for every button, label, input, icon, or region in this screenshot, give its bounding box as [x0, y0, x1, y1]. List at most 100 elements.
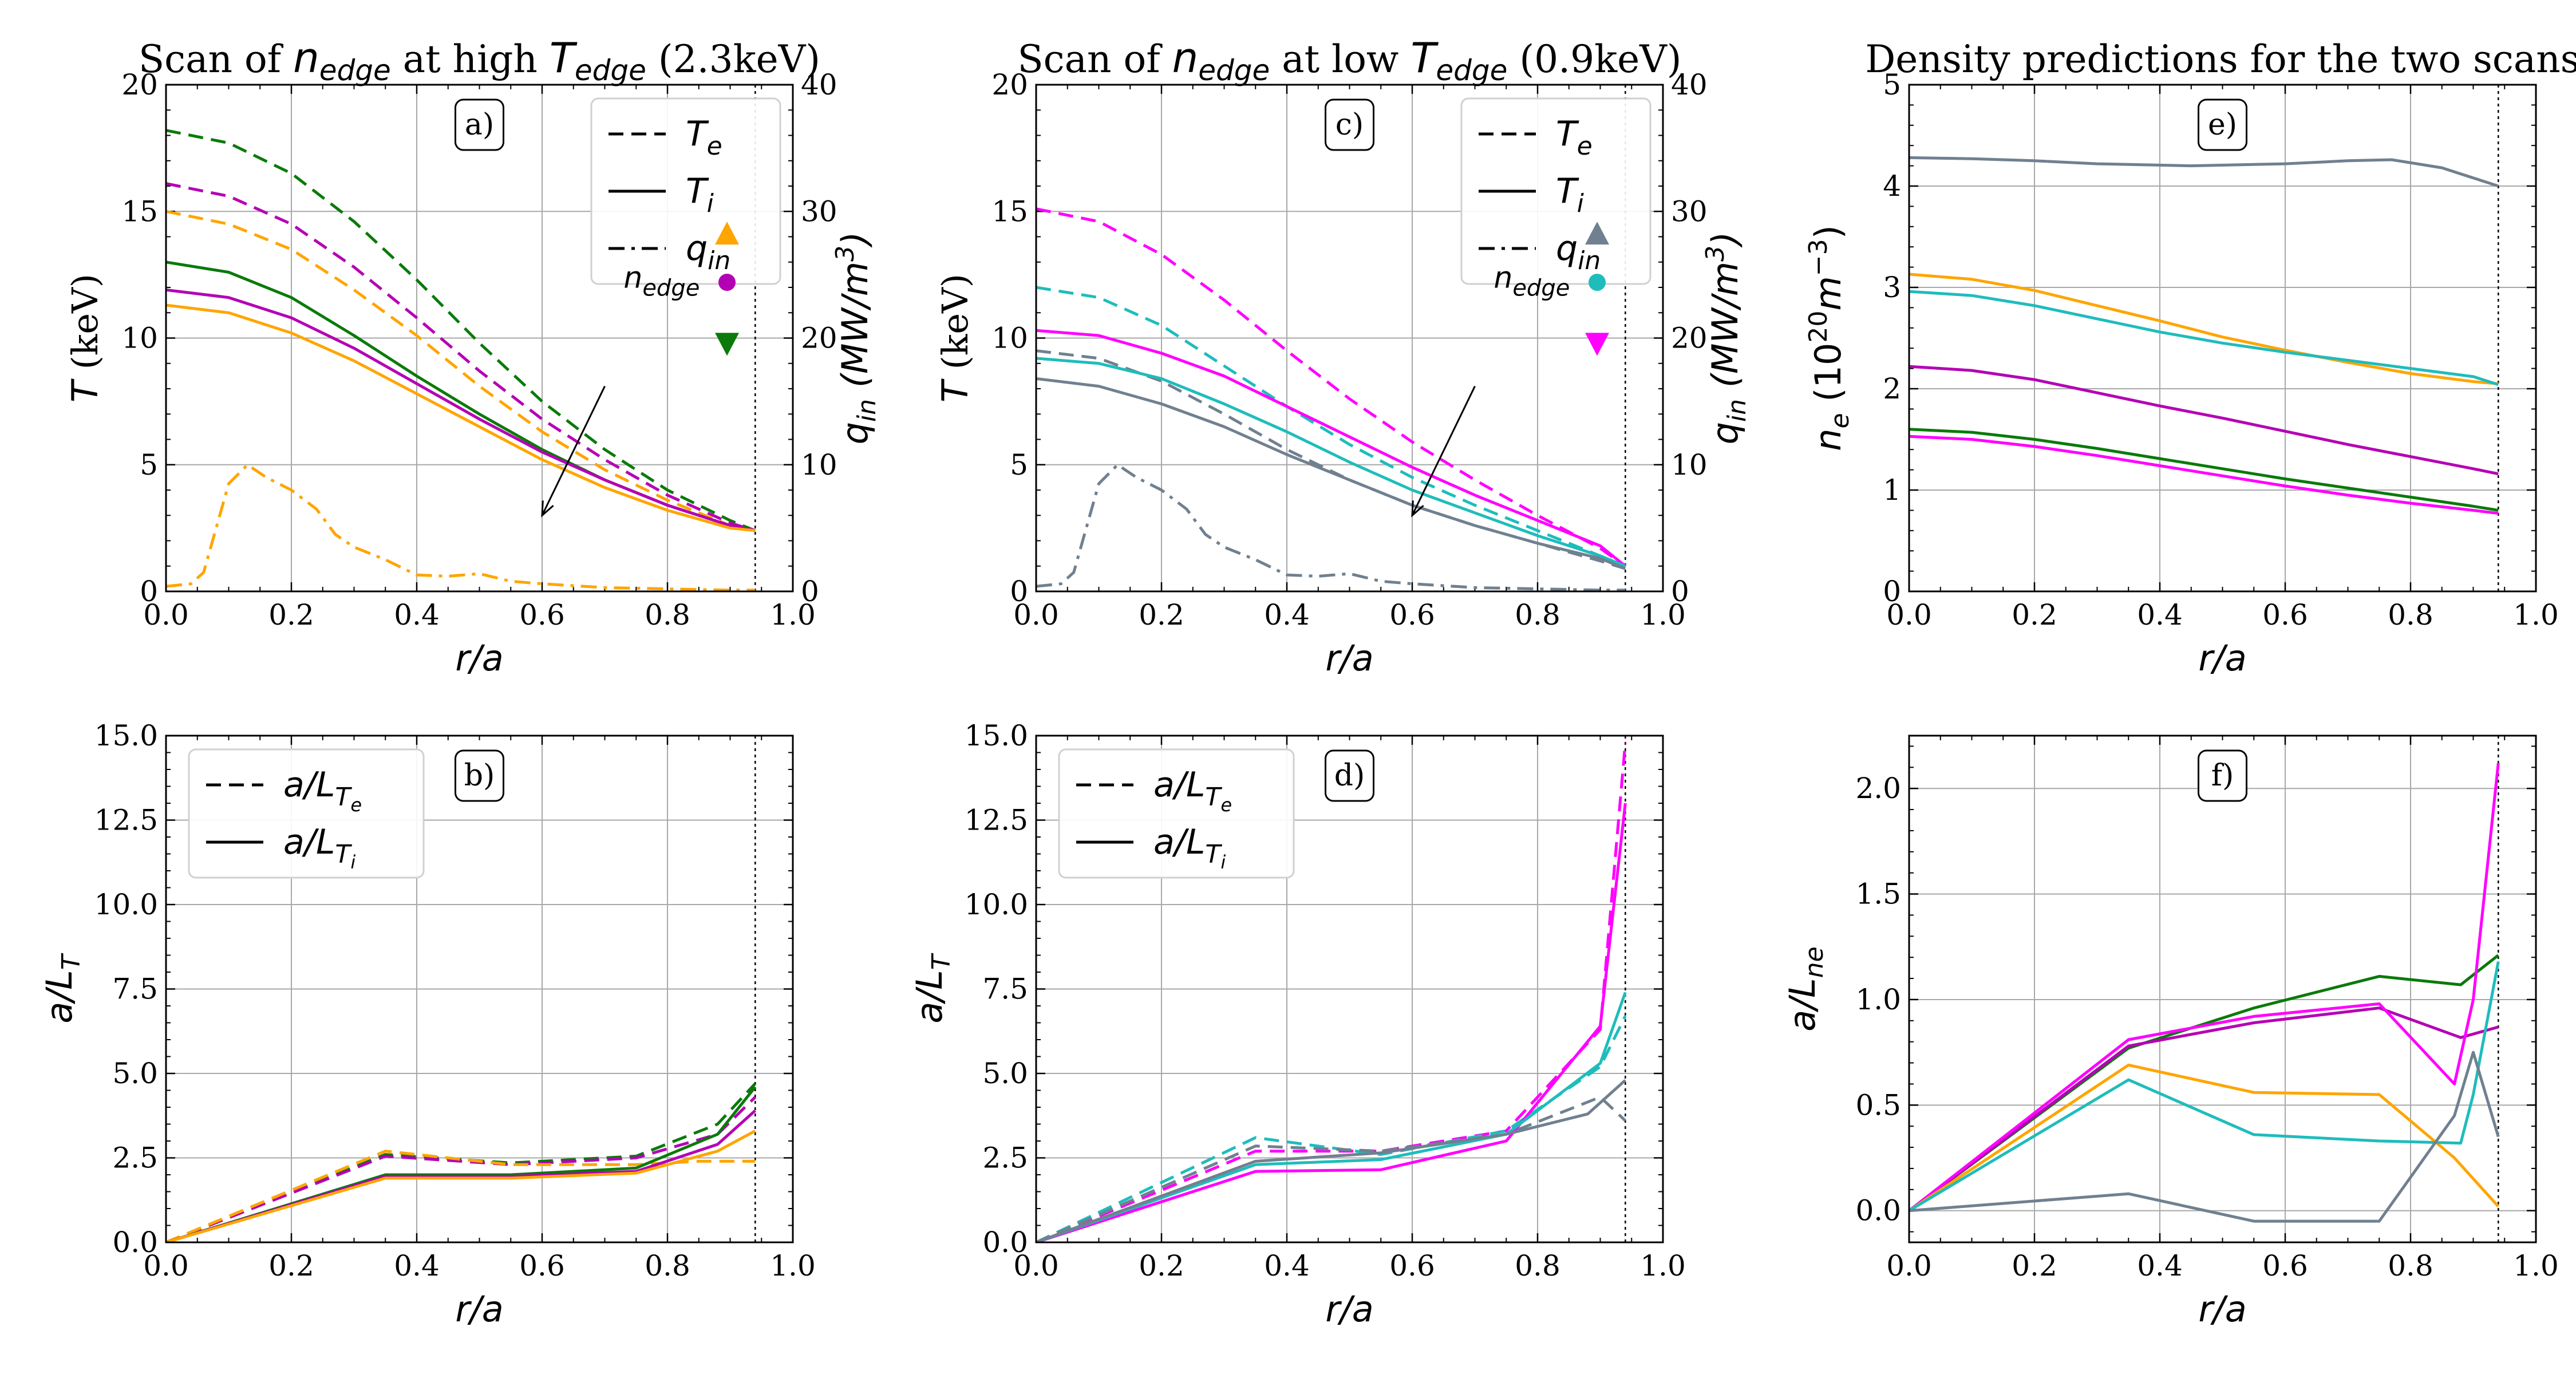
annotation-label: nedge: [623, 260, 700, 301]
series-line: [166, 288, 756, 532]
y-tick-label: 10: [991, 322, 1028, 355]
y-tick-label: 0: [1883, 575, 1901, 608]
plot-frame: [1035, 84, 1664, 593]
y-tick-label: 10: [121, 322, 158, 355]
x-tick-label: 0.8: [2388, 598, 2433, 631]
x-tick-label: 0.0: [1886, 598, 1932, 631]
x-tick-label: 0.2: [2012, 1249, 2057, 1282]
x-tick-label: 0.0: [143, 1249, 189, 1282]
y-tick-label: 5: [1883, 68, 1901, 101]
panel-label: c): [1336, 108, 1364, 142]
series-line: [1036, 1079, 1626, 1242]
y2-axis-label: qin (MW/m3): [1701, 232, 1752, 445]
plot-frame: [165, 84, 794, 593]
y-tick-label: 20: [121, 68, 158, 101]
x-axis-label: r/a: [455, 637, 503, 679]
x-tick-label: 0.0: [1013, 1249, 1059, 1282]
x-axis-label: r/a: [1325, 637, 1373, 679]
y-tick-label: 5: [140, 448, 158, 481]
series-line: [1036, 463, 1626, 591]
series-line: [166, 1150, 756, 1242]
legend-marker-triangle-down: [715, 333, 740, 356]
x-tick-label: 0.6: [2262, 598, 2308, 631]
series-line: [1036, 329, 1626, 567]
y2-tick-label: 0: [801, 575, 819, 608]
y-axis-label: ne (1020m−3): [1804, 225, 1855, 451]
y-tick-label: 0.5: [1855, 1088, 1901, 1122]
y2-tick-label: 30: [1671, 195, 1708, 228]
y-axis-label: a/Lne: [1781, 946, 1829, 1031]
panel-d: 0.0 0.2 0.4 0.6 0.8 1.0 0.0 2.5 5.0 7.5 10.0 12.5 15…: [908, 719, 1686, 1330]
x-tick-label: 0.0: [1886, 1249, 1932, 1282]
panel-b: 0.0 0.2 0.4 0.6 0.8 1.0 0.0 2.5 5.0 7.5 10.0 12.5 15…: [38, 719, 816, 1330]
legend-label: a/LTi: [283, 822, 355, 873]
panel-label-box: [2198, 749, 2247, 802]
series-line: [166, 463, 756, 591]
y-axis-label: T (keV): [64, 274, 106, 402]
y-tick-label: 12.5: [94, 804, 158, 837]
x-tick-label: 0.0: [143, 598, 189, 631]
x-tick-label: 0.4: [394, 1249, 440, 1282]
series-line: [1909, 1006, 2499, 1212]
legend-label: Te: [1556, 114, 1593, 161]
panel-c: 0.0 0.2 0.4 0.6 0.8 1.005101520010203040c)Sca…: [934, 34, 1752, 679]
legend-label: a/LTe: [283, 765, 362, 816]
y-tick-label: 1.5: [1855, 878, 1901, 911]
panel-label-box: [1325, 749, 1374, 802]
y2-tick-label: 20: [1671, 322, 1708, 355]
x-tick-label: 0.0: [1013, 598, 1059, 631]
y-tick-label: 2.0: [1855, 772, 1901, 805]
x-tick-label: 1.0: [1640, 1249, 1686, 1282]
series-line: [1036, 207, 1626, 567]
y-tick-label: 12.5: [965, 804, 1028, 837]
y-tick-label: 7.5: [982, 973, 1028, 1006]
y-tick-label: 10.0: [965, 888, 1028, 921]
x-tick-label: 0.4: [1264, 1249, 1310, 1282]
x-tick-label: 0.4: [2137, 1249, 2183, 1282]
y-tick-label: 1.0: [1855, 983, 1901, 1016]
legend-box: [188, 748, 425, 879]
x-tick-label: 0.4: [2137, 598, 2183, 631]
y2-axis-label: qin (MW/m3): [831, 232, 882, 445]
y-tick-label: 20: [991, 68, 1028, 101]
y2-tick-label: 0: [1671, 575, 1689, 608]
y2-tick-label: 20: [801, 322, 837, 355]
x-tick-label: 1.0: [2513, 598, 2559, 631]
series-line: [166, 1130, 756, 1242]
series-line: [1036, 1015, 1627, 1242]
y-tick-label: 15.0: [94, 719, 158, 752]
y-tick-label: 2.5: [112, 1142, 158, 1175]
series-line: [1036, 992, 1627, 1242]
x-axis-label: r/a: [1325, 1288, 1373, 1330]
series-line: [166, 182, 756, 532]
panel-label-box: [455, 98, 504, 151]
x-axis-label: r/a: [2198, 637, 2246, 679]
x-tick-label: 0.2: [1139, 1249, 1184, 1282]
legend-marker-triangle-down: [1585, 333, 1610, 356]
y-tick-label: 5: [1010, 448, 1028, 481]
x-tick-label: 1.0: [770, 1249, 816, 1282]
x-axis-label: r/a: [2198, 1288, 2246, 1330]
series-line: [1036, 357, 1626, 568]
series-line: [1036, 286, 1626, 568]
series-line: [166, 210, 756, 532]
x-tick-label: 0.6: [519, 1249, 565, 1282]
y-axis-label: a/LT: [908, 953, 956, 1023]
series-line: [1909, 961, 2500, 1212]
chart-title: Scan of nedge at high Tedge (2.3keV): [139, 34, 820, 87]
x-tick-label: 0.2: [268, 598, 314, 631]
legend-label: a/LTe: [1153, 765, 1232, 816]
plot-frame: [165, 735, 794, 1243]
series-line: [1909, 428, 2499, 512]
x-tick-label: 0.4: [1264, 598, 1310, 631]
x-tick-label: 0.6: [2262, 1249, 2308, 1282]
panel-e: 0.0 0.2 0.4 0.6 0.8 1.0 0 1 2 3 4 5 e) Density predic…: [1804, 37, 2576, 679]
y-tick-label: 7.5: [112, 973, 158, 1006]
x-tick-label: 0.2: [1139, 598, 1184, 631]
x-tick-label: 0.6: [519, 598, 565, 631]
panel-label: d): [1334, 759, 1365, 793]
y-tick-label: 1: [1883, 473, 1901, 507]
legend-label: qin: [1556, 228, 1601, 275]
y2-tick-label: 10: [1671, 448, 1708, 481]
